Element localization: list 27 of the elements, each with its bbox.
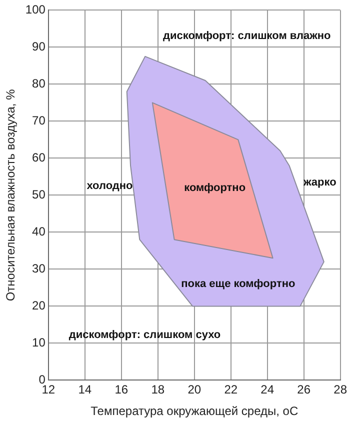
annotation: холодно <box>86 180 134 192</box>
x-tick-label: 22 <box>224 382 238 397</box>
y-tick-label: 70 <box>32 114 46 128</box>
annotation: комфортно <box>184 182 246 194</box>
x-tick-label: 12 <box>42 382 56 397</box>
x-tick-label: 20 <box>188 382 202 397</box>
y-tick-label: 20 <box>32 298 46 313</box>
annotation: дискомфорт: слишком сухо <box>68 329 221 342</box>
y-axis-title: Относительная влажность воздуха, % <box>4 88 18 302</box>
annotation: жарко <box>302 176 337 188</box>
y-tick-label: 50 <box>32 188 46 202</box>
y-tick-label: 10 <box>32 336 46 350</box>
x-tick-label: 26 <box>297 382 311 397</box>
annotation: дискомфорт: слишком влажно <box>163 30 332 42</box>
y-tick-label: 90 <box>32 40 46 54</box>
x-axis-title: Температура окружающей среды, оС <box>90 404 298 418</box>
x-tick-label: 18 <box>151 382 165 397</box>
y-tick-label: 40 <box>32 224 46 239</box>
y-tick-label: 30 <box>32 262 46 276</box>
x-tick-label: 14 <box>78 382 92 397</box>
x-tick-label: 28 <box>334 382 348 397</box>
annotation: пока еще комфортно <box>181 278 296 290</box>
y-tick-label: 80 <box>32 76 46 91</box>
y-tick-label: 100 <box>25 2 46 17</box>
y-tick-label: 60 <box>32 150 46 165</box>
x-tick-label: 24 <box>260 382 274 397</box>
x-tick-label: 16 <box>114 382 128 397</box>
